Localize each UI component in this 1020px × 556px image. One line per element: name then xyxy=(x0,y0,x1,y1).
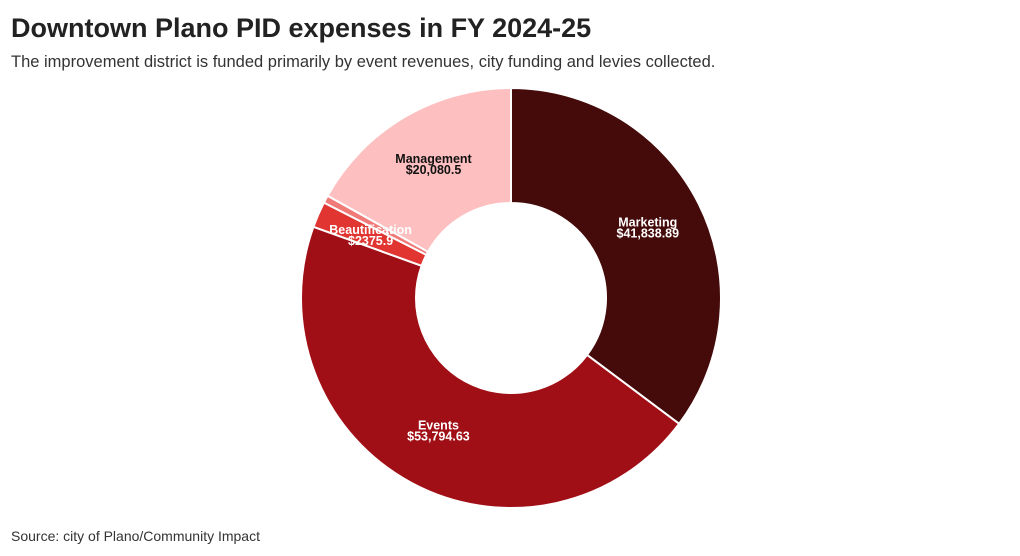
slice-label: Marketing xyxy=(618,215,677,229)
slice-label: Beautification xyxy=(329,223,412,237)
slice-label: Management xyxy=(395,152,472,166)
slice-value-label: $41,838.89 xyxy=(617,226,680,240)
slice-value-label: $20,080.5 xyxy=(406,163,462,177)
slice-value-label: $53,794.63 xyxy=(407,430,470,444)
slice xyxy=(300,225,681,509)
chart-subtitle: The improvement district is funded prima… xyxy=(11,53,715,71)
source: Source: city of Plano/Community Impact xyxy=(11,528,260,544)
chart-title: Downtown Plano PID expenses in FY 2024-2… xyxy=(11,13,591,43)
slice-value-label: $2375.9 xyxy=(348,234,393,248)
slice xyxy=(510,86,722,426)
slice xyxy=(326,86,512,254)
slice-label: Events xyxy=(418,419,459,433)
